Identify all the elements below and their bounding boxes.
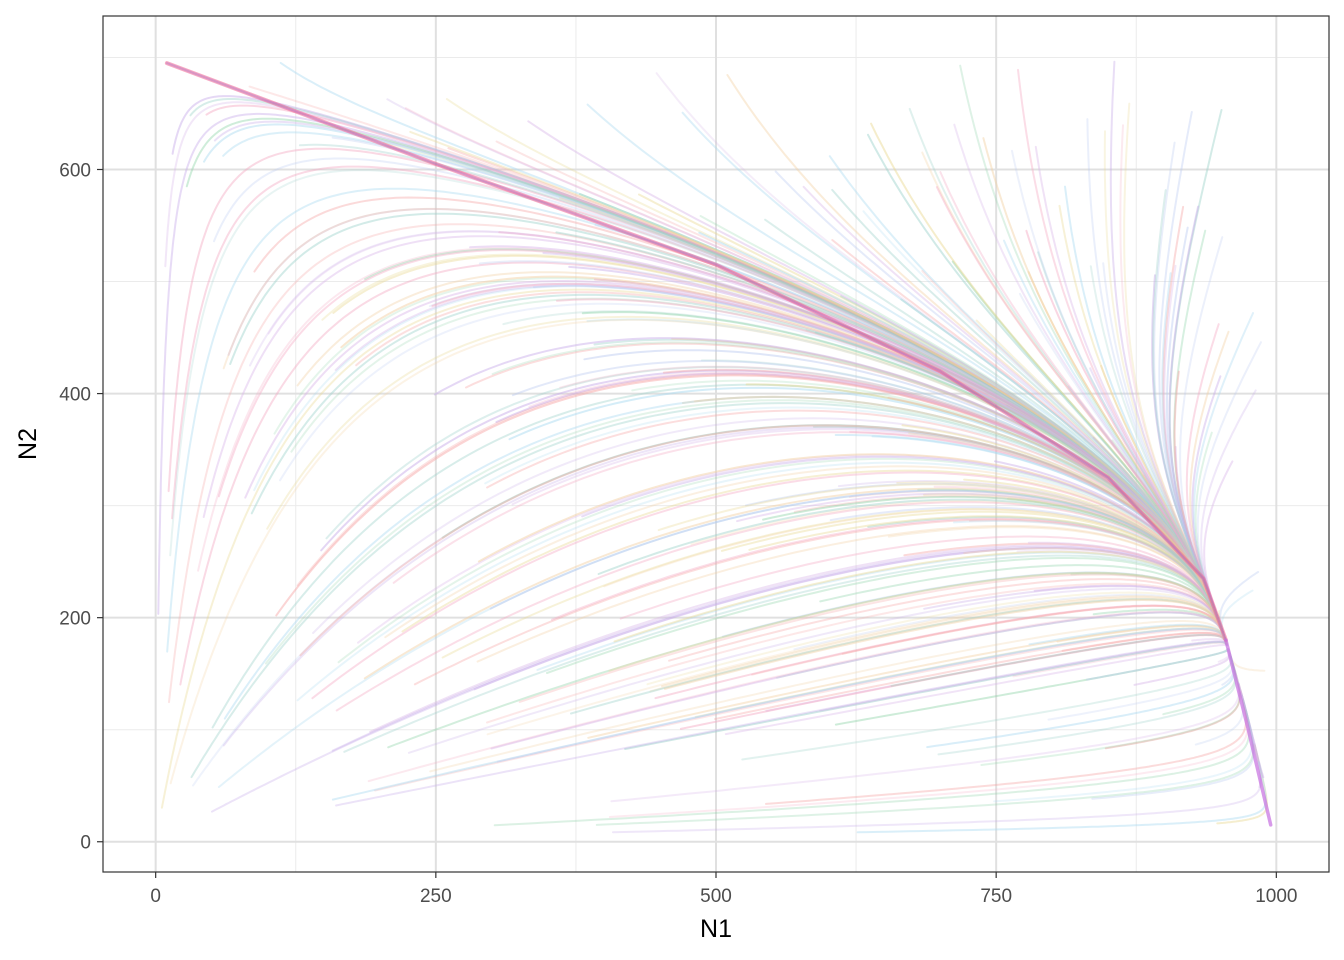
trajectory-line (157, 112, 1127, 615)
trajectory-line (211, 547, 1218, 813)
x-tick-label: 250 (420, 886, 452, 907)
trajectory-line (171, 165, 1191, 561)
trajectory-line (169, 169, 1189, 558)
trajectory-line (321, 253, 1215, 607)
trajectory-line (765, 683, 1247, 805)
x-tick-label: 0 (150, 886, 161, 907)
grid (103, 16, 1329, 872)
y-tick-label: 200 (59, 609, 91, 630)
trajectory-line (296, 271, 1214, 606)
trajectory-line (279, 302, 1213, 605)
x-axis: 0 250 500 750 1000 (150, 872, 1297, 907)
trajectory-line (1239, 689, 1262, 789)
trajectory-line (160, 288, 1181, 809)
trajectory-line (612, 742, 1262, 834)
y-axis-title: N2 (14, 428, 42, 460)
manifold-band (165, 62, 1227, 642)
trajectory-line (197, 247, 1205, 586)
trajectory-line (229, 212, 1209, 595)
x-axis-title: N1 (700, 915, 732, 943)
trajectory-line (595, 709, 1255, 826)
x-tick-label: 1000 (1255, 886, 1297, 907)
trajectory-line (164, 101, 1176, 539)
trajectory-line (1086, 648, 1230, 681)
trajectory-line (169, 318, 1197, 785)
trajectory-line (167, 147, 1186, 553)
trajectory-line (217, 489, 1215, 788)
trajectory-line (724, 644, 1228, 736)
trajectory-line (227, 208, 1209, 594)
trajectory-line (290, 297, 1214, 606)
trajectory-line (202, 235, 1206, 588)
trajectory-line (222, 426, 1213, 747)
trajectory-line (1216, 744, 1268, 825)
trajectory-line (331, 136, 1214, 607)
y-tick-label: 600 (59, 160, 91, 181)
trajectory-line (1237, 682, 1265, 779)
trajectory-line (185, 117, 1199, 575)
trajectory-line (335, 640, 1228, 807)
trajectory-line (264, 399, 1215, 665)
manifold-band (1224, 638, 1273, 827)
y-axis: 0 200 400 600 (59, 160, 103, 854)
y-tick-label: 0 (80, 833, 91, 854)
trajectories (157, 60, 1273, 834)
trajectory-line (205, 104, 1205, 585)
x-tick-label: 500 (700, 886, 732, 907)
y-tick-label: 400 (59, 385, 91, 406)
trajectory-line (213, 157, 1206, 589)
manifold-band (164, 61, 1228, 643)
trajectory-line (222, 207, 1208, 593)
trajectory-line (217, 249, 1208, 593)
trajectory-line (298, 143, 1213, 604)
trajectory-line (608, 691, 1249, 818)
trajectory-line (171, 95, 1189, 557)
trajectory-line (493, 699, 1250, 827)
trajectory-line (266, 315, 1213, 604)
x-tick-label: 750 (980, 886, 1012, 907)
trajectory-line (168, 223, 1191, 704)
trajectory-line (834, 648, 1230, 726)
trajectory-line (203, 123, 1204, 584)
